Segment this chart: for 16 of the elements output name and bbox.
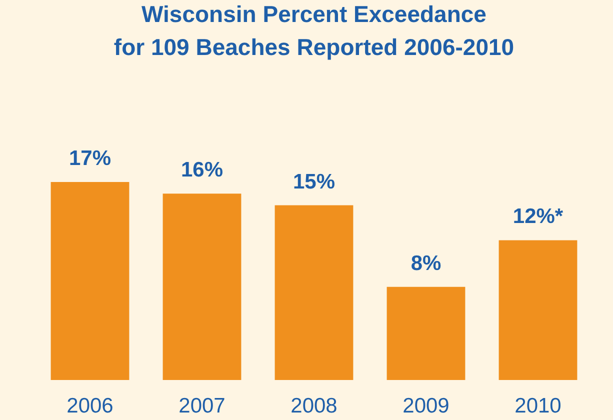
x-tick-label: 2010 [514,394,562,418]
x-tick-label: 2007 [178,394,226,418]
x-tick-label: 2008 [290,394,338,418]
bar [274,205,354,380]
data-label: 8% [410,252,442,275]
chart-title: Wisconsin Percent Exceedance for 109 Beaches Reported 2006-2010 [114,1,514,60]
data-label: 15% [292,170,336,194]
bar [386,286,466,380]
bar [498,240,578,380]
bar [50,182,130,380]
data-label: 17% [68,147,112,170]
bar [162,194,242,380]
x-tick-label: 2006 [66,394,114,418]
data-label: 16% [180,158,224,182]
data-label: 12%* [512,205,564,228]
x-tick-label: 2009 [402,394,450,418]
